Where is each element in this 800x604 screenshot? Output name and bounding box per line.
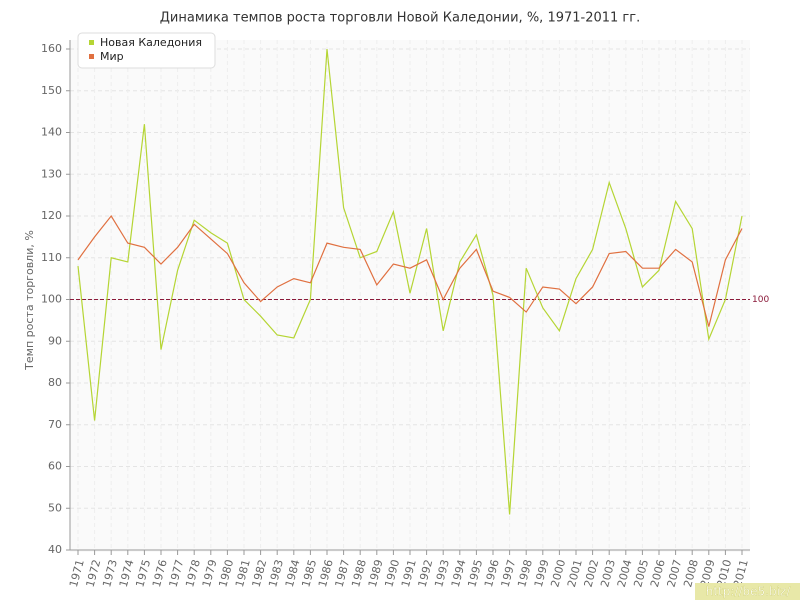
y-tick-label: 150 — [41, 84, 62, 97]
y-tick-label: 120 — [41, 209, 62, 222]
y-tick-label: 60 — [48, 460, 62, 473]
y-tick-label: 130 — [41, 167, 62, 180]
reference-label: 100 — [752, 295, 769, 305]
legend-label: Мир — [100, 50, 124, 63]
legend-swatch — [89, 54, 94, 59]
y-tick-label: 50 — [48, 501, 62, 514]
y-tick-label: 160 — [41, 42, 62, 55]
series-line — [77, 214, 743, 327]
watermark-box — [695, 583, 800, 600]
y-tick-label: 80 — [48, 376, 62, 389]
y-tick-label: 140 — [41, 126, 62, 139]
y-tick-label: 90 — [48, 334, 62, 347]
y-tick-label: 70 — [48, 418, 62, 431]
legend-swatch — [89, 40, 94, 45]
legend-box — [77, 32, 216, 69]
y-tick-label: 110 — [41, 251, 62, 264]
y-tick-label: 40 — [48, 543, 62, 556]
y-tick-label: 100 — [41, 293, 62, 306]
y-axis-label: Темп роста торговли, % — [23, 230, 36, 371]
legend-label: Новая Каледония — [100, 36, 202, 49]
watermark: http://be5.biz/ — [706, 585, 791, 599]
series-line — [77, 48, 743, 515]
chart-title: Динамика темпов роста торговли Новой Кал… — [160, 11, 640, 26]
